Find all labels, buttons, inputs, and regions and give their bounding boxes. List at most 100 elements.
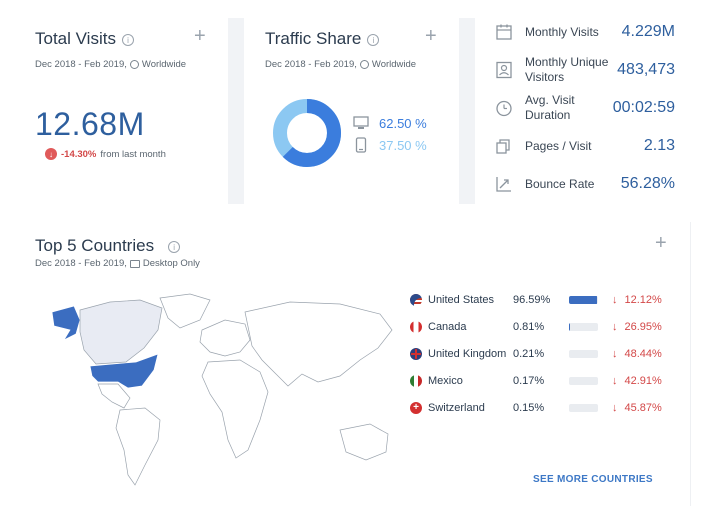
- metric-value: 4.229M: [621, 23, 675, 40]
- metric-label: Bounce Rate: [525, 176, 595, 191]
- country-share-bar: [569, 404, 598, 412]
- metric-monthly-visits: Monthly Visits 4.229M: [495, 15, 675, 49]
- arrow-down-icon: ↓: [612, 402, 618, 414]
- country-share-bar: [569, 350, 598, 358]
- map-africa: [201, 359, 269, 459]
- panel-edge: [690, 222, 712, 506]
- flag-mexico-icon: [410, 375, 422, 387]
- country-row[interactable]: + Switzerland 0.15% ↓ 45.87%: [410, 398, 680, 418]
- user-card-icon: [496, 61, 512, 79]
- arrow-down-icon: ↓: [612, 348, 618, 360]
- top-countries-title: Top 5 Countries i: [35, 236, 181, 256]
- panel-separator: [228, 18, 244, 204]
- mobile-icon: [355, 137, 367, 153]
- country-change: ↓ 26.95%: [612, 321, 662, 333]
- metric-value: 2.13: [643, 137, 675, 154]
- map-south-america: [115, 407, 161, 486]
- donut-desktop-arc: [273, 99, 341, 167]
- country-row[interactable]: Mexico 0.17% ↓ 42.91%: [410, 371, 680, 391]
- add-widget-icon[interactable]: +: [425, 25, 437, 47]
- add-widget-icon[interactable]: +: [655, 232, 667, 254]
- country-row[interactable]: Canada 0.81% ↓ 26.95%: [410, 317, 680, 337]
- metric-label: Pages / Visit: [525, 138, 592, 153]
- metric-label: Avg. Visit Duration: [525, 93, 575, 122]
- country-share: 0.15%: [513, 402, 545, 414]
- country-share: 96.59%: [513, 294, 551, 306]
- desktop-icon: [353, 116, 369, 129]
- date-range: Dec 2018 - Feb 2019,: [35, 258, 127, 269]
- map-canada: [79, 299, 163, 365]
- metric-visit-duration: Avg. Visit Duration 00:02:59: [495, 91, 675, 125]
- change-suffix: from last month: [100, 148, 166, 160]
- flag-switzerland-icon: +: [410, 402, 422, 414]
- country-change-value: 26.95%: [624, 321, 662, 333]
- info-icon[interactable]: i: [121, 34, 134, 46]
- country-change-value: 48.44%: [624, 348, 662, 360]
- map-asia: [244, 301, 393, 387]
- map-mexico: [97, 383, 131, 409]
- section-divider: [0, 204, 712, 222]
- see-more-countries-link[interactable]: SEE MORE COUNTRIES: [533, 474, 653, 485]
- total-visits-title: Total Visits i: [35, 29, 134, 49]
- total-visits-change: ↓ -14.30% from last month: [45, 148, 166, 160]
- country-share: 0.21%: [513, 348, 545, 360]
- metric-bounce-rate: Bounce Rate 56.28%: [495, 167, 675, 201]
- metric-value: 56.28%: [620, 175, 675, 192]
- country-share-bar-fill: [569, 296, 597, 304]
- top-countries-title-text: Top 5 Countries: [35, 236, 155, 255]
- map-europe: [199, 319, 251, 357]
- country-share-bar: [569, 377, 598, 385]
- arrow-down-icon: ↓: [612, 321, 618, 333]
- country-change: ↓ 45.87%: [612, 402, 662, 414]
- total-visits-subline: Dec 2018 - Feb 2019, Worldwide: [35, 59, 186, 70]
- metric-label: Monthly Unique Visitors: [525, 55, 609, 84]
- traffic-share-title-text: Traffic Share: [265, 29, 362, 48]
- traffic-share-donut: [273, 99, 341, 167]
- traffic-share-title: Traffic Share i: [265, 29, 380, 49]
- total-visits-title-text: Total Visits: [35, 29, 116, 48]
- pages-icon: [496, 139, 510, 154]
- map-united-states: [89, 353, 159, 389]
- country-row[interactable]: United Kingdom 0.21% ↓ 48.44%: [410, 344, 680, 364]
- country-change-value: 12.12%: [624, 294, 662, 306]
- country-name: Canada: [428, 321, 467, 333]
- arrow-down-icon: ↓: [612, 375, 618, 387]
- country-name: United States: [428, 294, 495, 306]
- traffic-share-subline: Dec 2018 - Feb 2019, Worldwide: [265, 59, 416, 70]
- desktop-share-value: 62.50 %: [379, 115, 427, 131]
- globe-icon: [129, 60, 139, 69]
- date-range: Dec 2018 - Feb 2019,: [265, 59, 357, 70]
- country-share-bar: [569, 296, 598, 304]
- metric-value: 483,473: [617, 61, 675, 78]
- map-alaska: [51, 305, 81, 341]
- flag-canada-icon: [410, 321, 422, 333]
- map-greenland: [159, 293, 211, 329]
- metric-unique-visitors: Monthly Unique Visitors 483,473: [495, 53, 675, 87]
- scope-label: Desktop Only: [142, 258, 200, 269]
- total-visits-value: 12.68M: [35, 106, 145, 142]
- country-change-value: 45.87%: [624, 402, 662, 414]
- country-name: Mexico: [428, 375, 463, 387]
- desktop-icon: [129, 259, 140, 268]
- change-percent: -14.30%: [61, 148, 97, 160]
- mobile-share-value: 37.50 %: [379, 137, 427, 153]
- info-icon[interactable]: i: [168, 241, 181, 253]
- top-countries-subline: Dec 2018 - Feb 2019, Desktop Only: [35, 258, 200, 269]
- bounce-icon: [496, 177, 511, 192]
- country-row[interactable]: United States 96.59% ↓ 12.12%: [410, 290, 680, 310]
- info-icon[interactable]: i: [367, 34, 380, 46]
- country-change-value: 42.91%: [624, 375, 662, 387]
- date-range: Dec 2018 - Feb 2019,: [35, 59, 127, 70]
- calendar-icon: [496, 24, 512, 40]
- metric-label: Monthly Visits: [525, 24, 599, 39]
- scope-label: Worldwide: [141, 59, 187, 70]
- mobile-share-row: 37.50 %: [353, 137, 427, 153]
- arrow-down-icon: ↓: [612, 294, 618, 306]
- arrow-down-icon: ↓: [45, 148, 57, 160]
- map-australia: [339, 423, 389, 461]
- country-change: ↓ 42.91%: [612, 375, 662, 387]
- world-map: [51, 293, 393, 486]
- flag-uk-icon: [410, 348, 422, 360]
- scope-label: Worldwide: [371, 59, 417, 70]
- add-widget-icon[interactable]: +: [194, 25, 206, 47]
